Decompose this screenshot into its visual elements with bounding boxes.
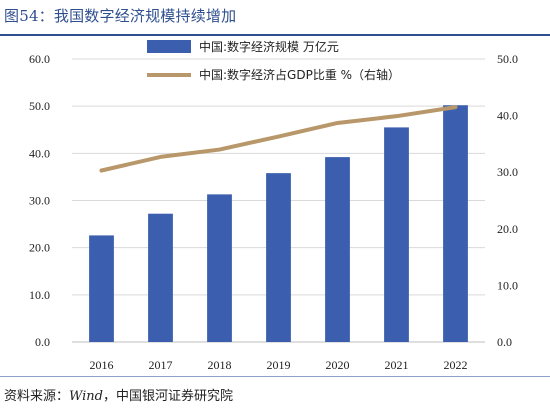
legend-bar-swatch bbox=[147, 40, 191, 53]
bar bbox=[207, 194, 232, 342]
x-tick-label: 2022 bbox=[444, 358, 468, 372]
legend-line-label: 中国:数字经济占GDP比重 %（右轴） bbox=[199, 67, 400, 82]
bar bbox=[443, 105, 468, 343]
source-wind: Wind bbox=[69, 389, 104, 404]
y-right-tick-label: 30.0 bbox=[497, 165, 518, 179]
y-right-tick-label: 50.0 bbox=[497, 52, 518, 66]
y-left-tick-label: 40.0 bbox=[29, 146, 50, 160]
x-tick-label: 2017 bbox=[149, 358, 173, 372]
bar bbox=[148, 213, 173, 342]
legend-bar-label: 中国:数字经济规模 万亿元 bbox=[199, 39, 339, 54]
chart-title: 图54：我国数字经济规模持续增加 bbox=[4, 7, 237, 25]
y-left-tick-label: 50.0 bbox=[29, 99, 50, 113]
x-tick-label: 2018 bbox=[208, 358, 232, 372]
bar bbox=[384, 127, 409, 343]
y-left-tick-label: 60.0 bbox=[29, 52, 50, 66]
y-left-tick-label: 30.0 bbox=[29, 194, 50, 208]
y-left-tick-label: 10.0 bbox=[29, 288, 50, 302]
y-right-tick-label: 20.0 bbox=[497, 222, 518, 236]
y-right-tick-label: 40.0 bbox=[497, 109, 518, 123]
bar bbox=[89, 235, 114, 342]
source-label: 资料来源： bbox=[4, 389, 70, 404]
source-rest: ，中国银河证券研究院 bbox=[103, 389, 234, 404]
y-right-tick-label: 10.0 bbox=[497, 278, 518, 292]
x-tick-label: 2016 bbox=[90, 358, 114, 372]
title-divider bbox=[0, 34, 550, 36]
x-tick-label: 2019 bbox=[267, 358, 291, 372]
source-note: 资料来源：Wind，中国银河证券研究院 bbox=[4, 385, 233, 404]
footer-divider bbox=[0, 376, 550, 377]
bar bbox=[266, 173, 291, 342]
x-tick-label: 2021 bbox=[385, 358, 409, 372]
y-right-tick-label: 0.0 bbox=[497, 335, 512, 349]
x-tick-label: 2020 bbox=[326, 358, 350, 372]
bar bbox=[325, 157, 350, 342]
y-left-tick-label: 0.0 bbox=[35, 335, 50, 349]
y-left-tick-label: 20.0 bbox=[29, 241, 50, 255]
